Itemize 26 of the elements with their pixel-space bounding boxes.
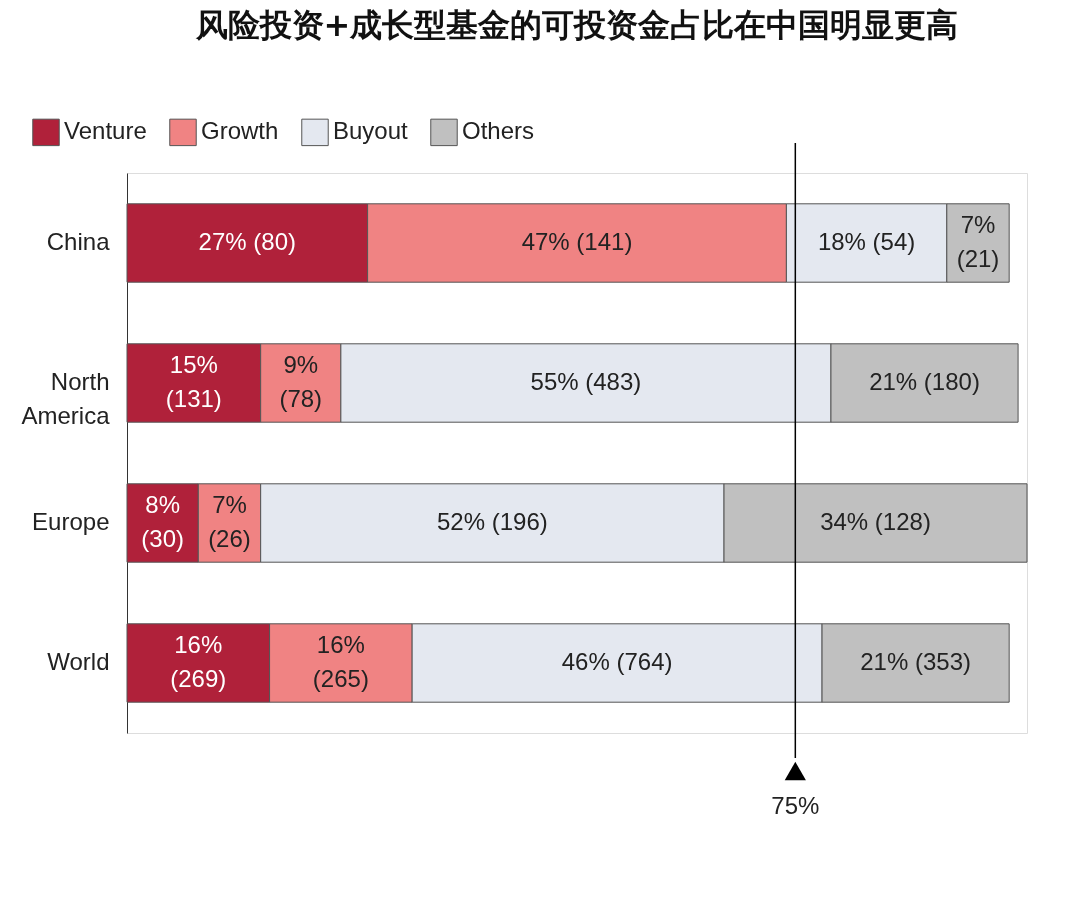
data-label: 16% (265) xyxy=(312,631,369,692)
legend-label: Venture xyxy=(64,117,147,145)
chart-title: 风险投资+成长型基金的可投资金占比在中国明显更高 xyxy=(194,6,959,44)
data-label: 55% (483) xyxy=(530,368,642,395)
data-label: 18% (54) xyxy=(817,228,916,255)
data-label: 8% (30) xyxy=(141,491,184,552)
data-label: 9% (78) xyxy=(279,351,323,412)
data-label: 7% (26) xyxy=(208,491,251,552)
data-label: 46% (764) xyxy=(561,648,673,675)
y-tick-label: Europe xyxy=(32,508,110,535)
legend-label: Growth xyxy=(201,117,279,145)
y-tick-label: North America xyxy=(21,368,111,429)
legend-label: Buyout xyxy=(333,117,409,145)
ref-line-label: 75% xyxy=(771,792,820,819)
data-label: 15% (131) xyxy=(165,351,222,412)
data-label: 7% (21) xyxy=(956,211,1000,272)
data-label: 27% (80) xyxy=(198,228,296,255)
data-label: 47% (141) xyxy=(521,228,633,255)
y-tick-label: China xyxy=(46,228,111,255)
data-label: 21% (353) xyxy=(860,648,971,675)
y-tick-label: World xyxy=(47,648,110,675)
data-label: 52% (196) xyxy=(436,508,548,535)
legend-label: Others xyxy=(462,117,535,145)
data-label: 16% (269) xyxy=(170,631,227,692)
data-label: 21% (180) xyxy=(869,368,980,395)
data-label: 34% (128) xyxy=(820,508,931,535)
